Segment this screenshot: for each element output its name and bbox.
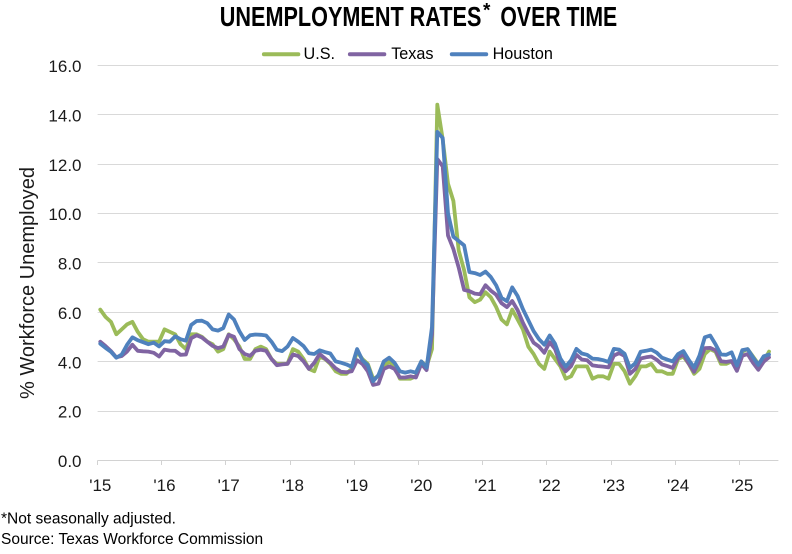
svg-text:'23: '23 (603, 476, 625, 495)
svg-text:'16: '16 (153, 476, 175, 495)
svg-text:12.0: 12.0 (48, 156, 81, 175)
svg-text:'19: '19 (346, 476, 368, 495)
svg-text:16.0: 16.0 (48, 57, 81, 76)
svg-text:'21: '21 (474, 476, 496, 495)
svg-text:*: * (483, 1, 491, 22)
svg-text:'18: '18 (282, 476, 304, 495)
svg-text:'15: '15 (89, 476, 111, 495)
svg-text:'22: '22 (539, 476, 561, 495)
svg-text:Texas: Texas (391, 45, 433, 63)
svg-text:Houston: Houston (493, 45, 553, 63)
svg-text:2.0: 2.0 (58, 403, 82, 422)
svg-text:Source: Texas Workforce Commis: Source: Texas Workforce Commission (1, 531, 263, 548)
svg-text:8.0: 8.0 (58, 255, 82, 274)
svg-text:'24: '24 (667, 476, 689, 495)
svg-text:UNEMPLOYMENT RATES: UNEMPLOYMENT RATES (220, 1, 482, 32)
svg-text:*Not seasonally adjusted.: *Not seasonally adjusted. (1, 510, 176, 527)
svg-text:0.0: 0.0 (58, 452, 82, 471)
svg-text:U.S.: U.S. (304, 45, 335, 63)
svg-text:6.0: 6.0 (58, 304, 82, 323)
svg-text:'25: '25 (731, 476, 753, 495)
svg-text:OVER TIME: OVER TIME (500, 1, 617, 32)
svg-text:% Workforce Unemployed: % Workforce Unemployed (17, 167, 39, 399)
svg-text:'17: '17 (218, 476, 240, 495)
svg-text:10.0: 10.0 (48, 205, 81, 224)
svg-text:14.0: 14.0 (48, 107, 81, 126)
svg-text:4.0: 4.0 (58, 353, 82, 372)
svg-text:'20: '20 (410, 476, 432, 495)
